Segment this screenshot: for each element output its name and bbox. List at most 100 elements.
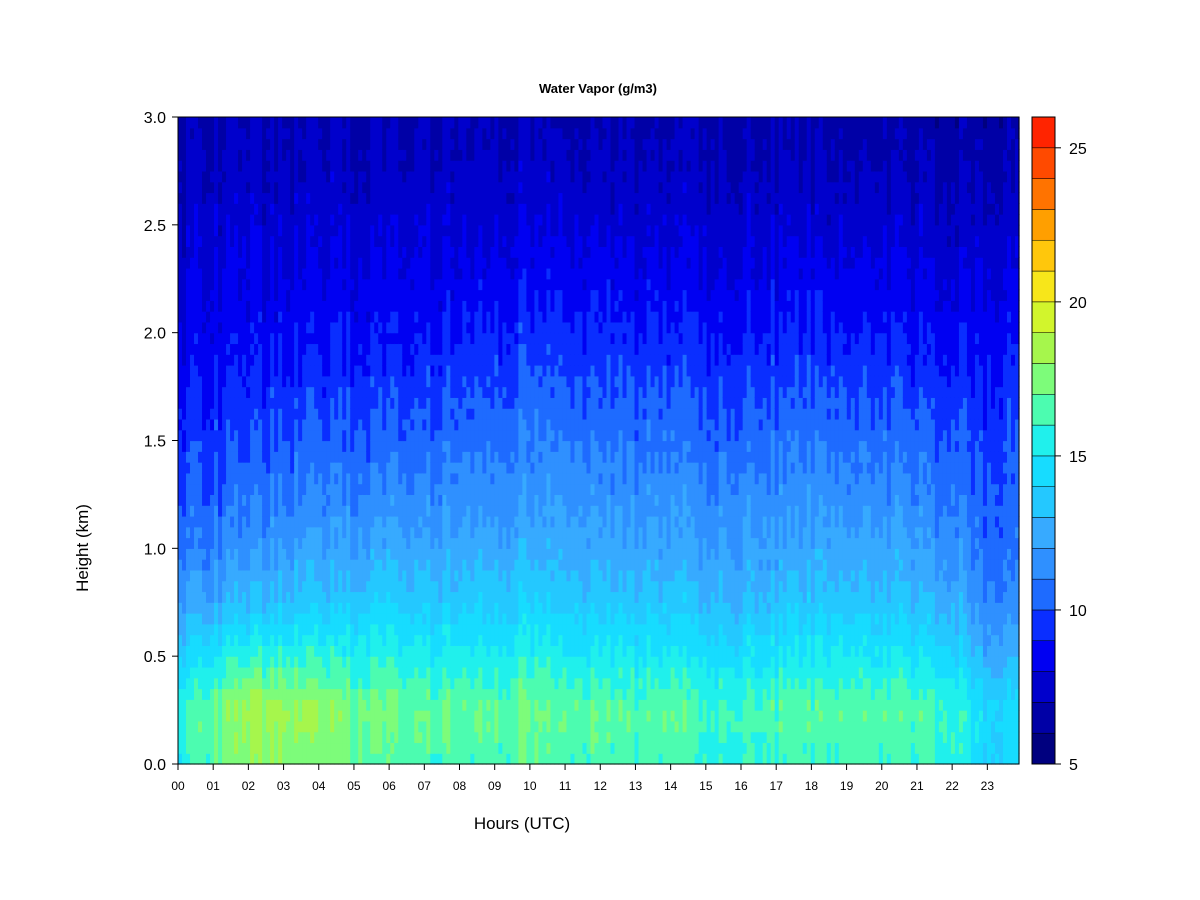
heatmap-cell [414, 710, 419, 722]
heatmap-cell [294, 235, 299, 247]
heatmap-cell [178, 462, 183, 474]
heatmap-cell [350, 138, 355, 150]
heatmap-cell [366, 386, 371, 398]
heatmap-cell [382, 149, 387, 161]
heatmap-cell [178, 710, 183, 722]
heatmap-cell [326, 451, 331, 463]
heatmap-cell [198, 634, 203, 646]
heatmap-cell [274, 634, 279, 646]
heatmap-cell [302, 224, 307, 237]
heatmap-cell [390, 494, 395, 506]
heatmap-cell [418, 753, 423, 765]
heatmap-cell [330, 602, 335, 614]
heatmap-cell [402, 731, 407, 744]
heatmap-cell [298, 246, 303, 258]
heatmap-cell [302, 623, 307, 636]
heatmap-cell [490, 214, 495, 226]
heatmap-cell [294, 311, 299, 323]
heatmap-cell [186, 354, 191, 366]
heatmap-cell [338, 710, 343, 722]
heatmap-cell [502, 688, 507, 700]
heatmap-cell [262, 246, 267, 258]
heatmap-cell [362, 699, 367, 711]
heatmap-cell [350, 246, 355, 258]
heatmap-cell [390, 753, 395, 765]
heatmap-cell [358, 365, 363, 377]
heatmap-cell [438, 332, 443, 345]
heatmap-cell [294, 613, 299, 625]
heatmap-cell [298, 526, 303, 539]
heatmap-cell [466, 138, 471, 150]
heatmap-cell [290, 246, 295, 258]
heatmap-cell [198, 580, 203, 593]
heatmap-cell [442, 688, 447, 700]
heatmap-cell [422, 613, 427, 625]
heatmap-cell [274, 580, 279, 593]
heatmap-cell [282, 688, 287, 700]
heatmap-cell [206, 224, 211, 237]
heatmap-cell [202, 397, 207, 409]
heatmap-cell [478, 699, 483, 711]
heatmap-cell [506, 181, 511, 194]
heatmap-cell [306, 418, 311, 431]
heatmap-cell [290, 365, 295, 377]
heatmap-cell [486, 235, 491, 247]
heatmap-cell [354, 742, 359, 754]
heatmap-cell [226, 203, 231, 215]
heatmap-cell [230, 397, 235, 409]
heatmap-cell [306, 278, 311, 291]
heatmap-cell [454, 688, 459, 700]
heatmap-cell [254, 149, 259, 161]
heatmap-cell [406, 472, 411, 485]
heatmap-cell [366, 602, 371, 614]
heatmap-cell [498, 494, 503, 506]
heatmap-cell [394, 365, 399, 377]
heatmap-cell [318, 224, 323, 237]
heatmap-cell [390, 203, 395, 215]
heatmap-cell [478, 300, 483, 312]
heatmap-cell [382, 742, 387, 754]
heatmap-cell [190, 300, 195, 312]
heatmap-cell [214, 623, 219, 636]
heatmap-cell [246, 634, 251, 646]
heatmap-cell [202, 192, 207, 204]
heatmap-cell [262, 354, 267, 366]
heatmap-cell [270, 386, 275, 398]
heatmap-cell [242, 246, 247, 258]
heatmap-cell [450, 354, 455, 366]
heatmap-cell [426, 613, 431, 625]
heatmap-cell [378, 602, 383, 614]
heatmap-cell [222, 214, 227, 226]
heatmap-cell [202, 246, 207, 258]
heatmap-cell [490, 720, 495, 733]
heatmap-cell [258, 203, 263, 215]
heatmap-cell [358, 623, 363, 636]
heatmap-cell [318, 688, 323, 700]
heatmap-cell [462, 688, 467, 700]
heatmap-cell [218, 418, 223, 431]
heatmap-cell [350, 440, 355, 452]
heatmap-cell [466, 591, 471, 603]
heatmap-cell [394, 602, 399, 614]
heatmap-cell [398, 559, 403, 571]
heatmap-cell [442, 192, 447, 204]
heatmap-cell [322, 343, 327, 355]
heatmap-cell [198, 440, 203, 452]
heatmap-cell [430, 688, 435, 700]
heatmap-cell [246, 160, 251, 172]
heatmap-cell [462, 559, 467, 571]
heatmap-cell [510, 580, 515, 593]
heatmap-cell [446, 537, 451, 549]
heatmap-cell [250, 289, 255, 301]
heatmap-cell [238, 160, 243, 172]
heatmap-cell [226, 731, 231, 744]
heatmap-cell [270, 160, 275, 172]
heatmap-cell [206, 418, 211, 431]
heatmap-cell [318, 311, 323, 323]
heatmap-cell [278, 332, 283, 345]
heatmap-cell [374, 656, 379, 668]
heatmap-cell [246, 397, 251, 409]
heatmap-cell [262, 278, 267, 291]
heatmap-cell [294, 656, 299, 668]
